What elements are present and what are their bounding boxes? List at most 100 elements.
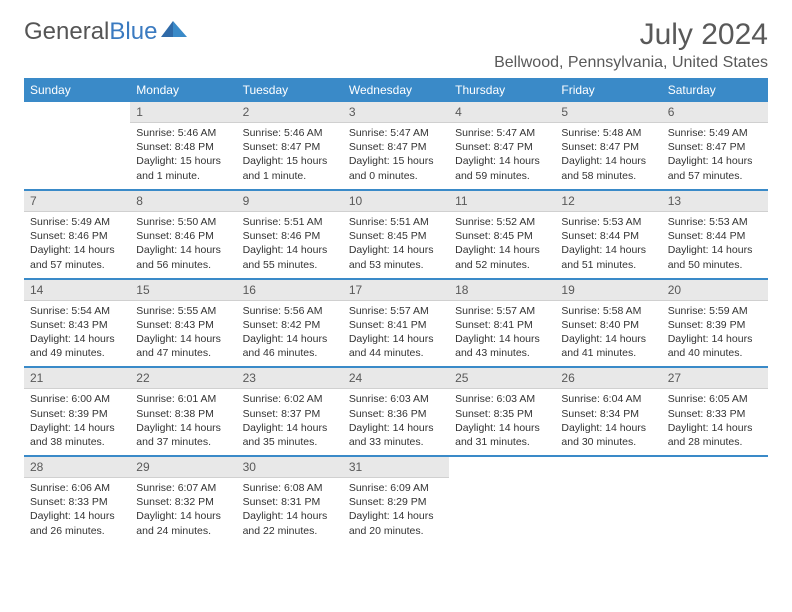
calendar-cell: 15Sunrise: 5:55 AMSunset: 8:43 PMDayligh… [130, 279, 236, 368]
daylight-line: Daylight: 14 hours and 49 minutes. [30, 332, 124, 360]
month-title: July 2024 [494, 18, 768, 52]
daylight-line: Daylight: 15 hours and 1 minute. [136, 154, 230, 182]
sunset-line: Sunset: 8:34 PM [561, 407, 655, 421]
day-number: 30 [237, 457, 343, 478]
sunrise-line: Sunrise: 5:50 AM [136, 215, 230, 229]
calendar-body: 1Sunrise: 5:46 AMSunset: 8:48 PMDaylight… [24, 102, 768, 544]
calendar-cell [662, 456, 768, 544]
day-number: 23 [237, 368, 343, 389]
daylight-line: Daylight: 14 hours and 58 minutes. [561, 154, 655, 182]
sunset-line: Sunset: 8:36 PM [349, 407, 443, 421]
sunrise-line: Sunrise: 5:48 AM [561, 126, 655, 140]
calendar-cell: 14Sunrise: 5:54 AMSunset: 8:43 PMDayligh… [24, 279, 130, 368]
day-number: 3 [343, 102, 449, 123]
day-content: Sunrise: 5:51 AMSunset: 8:45 PMDaylight:… [343, 212, 449, 278]
day-number: 2 [237, 102, 343, 123]
title-block: July 2024 Bellwood, Pennsylvania, United… [494, 18, 768, 72]
sunset-line: Sunset: 8:45 PM [349, 229, 443, 243]
day-number: 6 [662, 102, 768, 123]
sunset-line: Sunset: 8:41 PM [349, 318, 443, 332]
day-content: Sunrise: 5:58 AMSunset: 8:40 PMDaylight:… [555, 301, 661, 367]
logo-icon [161, 18, 189, 46]
weekday-header-row: Sunday Monday Tuesday Wednesday Thursday… [24, 78, 768, 102]
day-content: Sunrise: 5:47 AMSunset: 8:47 PMDaylight:… [343, 123, 449, 189]
sunrise-line: Sunrise: 5:53 AM [561, 215, 655, 229]
day-content: Sunrise: 5:48 AMSunset: 8:47 PMDaylight:… [555, 123, 661, 189]
daylight-line: Daylight: 14 hours and 37 minutes. [136, 421, 230, 449]
daylight-line: Daylight: 14 hours and 57 minutes. [668, 154, 762, 182]
sunrise-line: Sunrise: 5:57 AM [455, 304, 549, 318]
sunset-line: Sunset: 8:41 PM [455, 318, 549, 332]
calendar-week-row: 21Sunrise: 6:00 AMSunset: 8:39 PMDayligh… [24, 367, 768, 456]
day-number: 13 [662, 191, 768, 212]
sunrise-line: Sunrise: 5:47 AM [349, 126, 443, 140]
calendar-cell: 31Sunrise: 6:09 AMSunset: 8:29 PMDayligh… [343, 456, 449, 544]
calendar-cell: 9Sunrise: 5:51 AMSunset: 8:46 PMDaylight… [237, 190, 343, 279]
day-number: 12 [555, 191, 661, 212]
daylight-line: Daylight: 15 hours and 0 minutes. [349, 154, 443, 182]
day-content: Sunrise: 5:57 AMSunset: 8:41 PMDaylight:… [343, 301, 449, 367]
calendar-cell: 22Sunrise: 6:01 AMSunset: 8:38 PMDayligh… [130, 367, 236, 456]
daylight-line: Daylight: 14 hours and 53 minutes. [349, 243, 443, 271]
calendar-cell: 16Sunrise: 5:56 AMSunset: 8:42 PMDayligh… [237, 279, 343, 368]
daylight-line: Daylight: 14 hours and 50 minutes. [668, 243, 762, 271]
calendar-cell: 1Sunrise: 5:46 AMSunset: 8:48 PMDaylight… [130, 102, 236, 190]
day-number: 28 [24, 457, 130, 478]
sunrise-line: Sunrise: 6:01 AM [136, 392, 230, 406]
day-content: Sunrise: 5:53 AMSunset: 8:44 PMDaylight:… [555, 212, 661, 278]
sunset-line: Sunset: 8:40 PM [561, 318, 655, 332]
sunset-line: Sunset: 8:43 PM [30, 318, 124, 332]
day-number: 8 [130, 191, 236, 212]
day-content: Sunrise: 5:49 AMSunset: 8:47 PMDaylight:… [662, 123, 768, 189]
calendar-cell: 24Sunrise: 6:03 AMSunset: 8:36 PMDayligh… [343, 367, 449, 456]
sunset-line: Sunset: 8:46 PM [30, 229, 124, 243]
day-content: Sunrise: 6:00 AMSunset: 8:39 PMDaylight:… [24, 389, 130, 455]
sunrise-line: Sunrise: 5:46 AM [136, 126, 230, 140]
weekday-header: Tuesday [237, 78, 343, 102]
sunrise-line: Sunrise: 6:09 AM [349, 481, 443, 495]
daylight-line: Daylight: 14 hours and 46 minutes. [243, 332, 337, 360]
daylight-line: Daylight: 14 hours and 41 minutes. [561, 332, 655, 360]
calendar-cell: 10Sunrise: 5:51 AMSunset: 8:45 PMDayligh… [343, 190, 449, 279]
sunset-line: Sunset: 8:39 PM [30, 407, 124, 421]
calendar-cell: 12Sunrise: 5:53 AMSunset: 8:44 PMDayligh… [555, 190, 661, 279]
calendar-cell: 19Sunrise: 5:58 AMSunset: 8:40 PMDayligh… [555, 279, 661, 368]
day-content: Sunrise: 6:02 AMSunset: 8:37 PMDaylight:… [237, 389, 343, 455]
sunrise-line: Sunrise: 5:56 AM [243, 304, 337, 318]
daylight-line: Daylight: 14 hours and 47 minutes. [136, 332, 230, 360]
sunset-line: Sunset: 8:38 PM [136, 407, 230, 421]
sunrise-line: Sunrise: 6:05 AM [668, 392, 762, 406]
weekday-header: Saturday [662, 78, 768, 102]
calendar-table: Sunday Monday Tuesday Wednesday Thursday… [24, 78, 768, 544]
daylight-line: Daylight: 14 hours and 28 minutes. [668, 421, 762, 449]
calendar-week-row: 7Sunrise: 5:49 AMSunset: 8:46 PMDaylight… [24, 190, 768, 279]
day-content: Sunrise: 6:03 AMSunset: 8:36 PMDaylight:… [343, 389, 449, 455]
calendar-cell: 23Sunrise: 6:02 AMSunset: 8:37 PMDayligh… [237, 367, 343, 456]
daylight-line: Daylight: 14 hours and 31 minutes. [455, 421, 549, 449]
day-number: 5 [555, 102, 661, 123]
day-content: Sunrise: 5:54 AMSunset: 8:43 PMDaylight:… [24, 301, 130, 367]
weekday-header: Monday [130, 78, 236, 102]
calendar-cell: 30Sunrise: 6:08 AMSunset: 8:31 PMDayligh… [237, 456, 343, 544]
day-number: 16 [237, 280, 343, 301]
sunrise-line: Sunrise: 5:51 AM [349, 215, 443, 229]
weekday-header: Sunday [24, 78, 130, 102]
calendar-cell: 26Sunrise: 6:04 AMSunset: 8:34 PMDayligh… [555, 367, 661, 456]
calendar-cell: 28Sunrise: 6:06 AMSunset: 8:33 PMDayligh… [24, 456, 130, 544]
sunrise-line: Sunrise: 5:47 AM [455, 126, 549, 140]
calendar-week-row: 14Sunrise: 5:54 AMSunset: 8:43 PMDayligh… [24, 279, 768, 368]
calendar-cell: 20Sunrise: 5:59 AMSunset: 8:39 PMDayligh… [662, 279, 768, 368]
sunset-line: Sunset: 8:43 PM [136, 318, 230, 332]
sunrise-line: Sunrise: 5:53 AM [668, 215, 762, 229]
calendar-cell: 17Sunrise: 5:57 AMSunset: 8:41 PMDayligh… [343, 279, 449, 368]
sunset-line: Sunset: 8:48 PM [136, 140, 230, 154]
calendar-cell [449, 456, 555, 544]
sunrise-line: Sunrise: 5:59 AM [668, 304, 762, 318]
day-number: 4 [449, 102, 555, 123]
sunset-line: Sunset: 8:47 PM [243, 140, 337, 154]
calendar-cell: 13Sunrise: 5:53 AMSunset: 8:44 PMDayligh… [662, 190, 768, 279]
sunset-line: Sunset: 8:47 PM [561, 140, 655, 154]
daylight-line: Daylight: 14 hours and 26 minutes. [30, 509, 124, 537]
sunrise-line: Sunrise: 6:07 AM [136, 481, 230, 495]
weekday-header: Wednesday [343, 78, 449, 102]
